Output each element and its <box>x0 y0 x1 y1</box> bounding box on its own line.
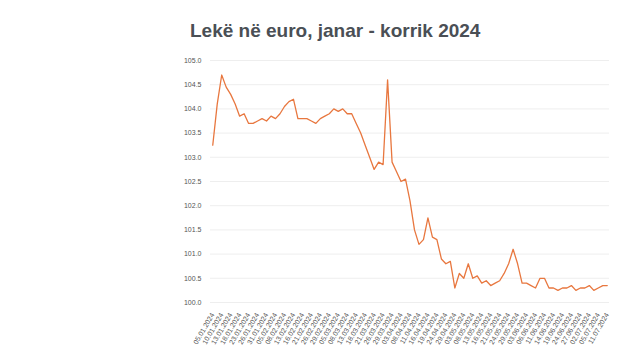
svg-text:18.03.2024: 18.03.2024 <box>344 311 368 346</box>
svg-text:11.06.2024: 11.06.2024 <box>524 311 548 345</box>
svg-text:102.0: 102.0 <box>184 202 202 209</box>
svg-text:05.07.2024: 05.07.2024 <box>577 311 602 346</box>
svg-text:13.02.2024: 13.02.2024 <box>272 311 297 346</box>
svg-text:29.03.2024: 29.03.2024 <box>371 311 395 346</box>
svg-text:29.05.2024: 29.05.2024 <box>496 311 521 346</box>
svg-text:05.01.2024: 05.01.2024 <box>192 311 216 346</box>
svg-text:104.0: 104.0 <box>184 105 202 112</box>
svg-text:101.5: 101.5 <box>184 226 202 233</box>
svg-text:03.05.2024: 03.05.2024 <box>443 311 467 346</box>
svg-text:29.02.2024: 29.02.2024 <box>308 311 333 346</box>
svg-text:19.06.2024: 19.06.2024 <box>541 311 566 346</box>
svg-text:03.06.2024: 03.06.2024 <box>505 311 530 346</box>
svg-text:11.07.2024: 11.07.2024 <box>587 312 610 345</box>
svg-text:104.5: 104.5 <box>184 81 202 88</box>
svg-text:23.01.2024: 23.01.2024 <box>227 311 252 346</box>
svg-text:18.01.2024: 18.01.2024 <box>218 311 243 346</box>
svg-text:02.07.2024: 02.07.2024 <box>568 311 593 346</box>
svg-text:24.04.2024: 24.04.2024 <box>425 311 449 346</box>
svg-text:26.01.2024: 26.01.2024 <box>236 311 261 346</box>
svg-text:13.01.2024: 13.01.2024 <box>209 311 234 346</box>
svg-text:105.0: 105.0 <box>184 57 202 64</box>
svg-text:13.03.2024: 13.03.2024 <box>335 311 359 346</box>
svg-text:16.02.2024: 16.02.2024 <box>281 311 306 346</box>
svg-text:100.0: 100.0 <box>184 299 202 306</box>
svg-text:03.04.2024: 03.04.2024 <box>380 311 404 346</box>
svg-text:21.05.2024: 21.05.2024 <box>478 311 503 346</box>
svg-text:16.05.2024: 16.05.2024 <box>469 311 494 346</box>
svg-text:21.02.2024: 21.02.2024 <box>290 311 315 346</box>
html-text:Lekë në euro, janar - korrik 2: Lekë në euro, janar - korrik 2024 <box>190 20 481 41</box>
svg-text:21.03.2024: 21.03.2024 <box>353 311 377 346</box>
svg-text:26.03.2024: 26.03.2024 <box>362 311 386 346</box>
svg-text:31.01.2024: 31.01.2024 <box>245 311 270 346</box>
svg-text:13.05.2024: 13.05.2024 <box>461 311 485 346</box>
svg-text:05.03.2024: 05.03.2024 <box>317 311 342 346</box>
svg-text:27.06.2024: 27.06.2024 <box>559 311 584 346</box>
svg-text:19.04.2024: 19.04.2024 <box>416 311 440 346</box>
svg-text:101.0: 101.0 <box>184 250 202 257</box>
svg-text:103.5: 103.5 <box>184 129 202 136</box>
svg-text:05.02.2024: 05.02.2024 <box>254 311 279 346</box>
svg-text:102.5: 102.5 <box>184 178 202 185</box>
svg-text:08.02.2024: 08.02.2024 <box>263 311 288 346</box>
svg-text:08.04.2024: 08.04.2024 <box>389 311 413 346</box>
svg-text:16.04.2024: 16.04.2024 <box>407 311 431 346</box>
svg-text:26.02.2024: 26.02.2024 <box>299 311 324 346</box>
svg-text:103.0: 103.0 <box>184 154 202 161</box>
svg-text:11.04.2024: 11.04.2024 <box>398 311 422 345</box>
svg-text:10.01.2024: 10.01.2024 <box>200 311 225 346</box>
svg-text:29.04.2024: 29.04.2024 <box>434 311 458 346</box>
svg-text:100.5: 100.5 <box>184 275 202 282</box>
svg-text:08.05.2024: 08.05.2024 <box>452 311 476 346</box>
svg-text:06.06.2024: 06.06.2024 <box>514 311 539 346</box>
svg-text:14.06.2024: 14.06.2024 <box>532 311 557 346</box>
svg-text:24.05.2024: 24.05.2024 <box>487 311 512 346</box>
svg-text:08.03.2024: 08.03.2024 <box>326 311 350 346</box>
svg-text:24.06.2024: 24.06.2024 <box>550 311 575 346</box>
